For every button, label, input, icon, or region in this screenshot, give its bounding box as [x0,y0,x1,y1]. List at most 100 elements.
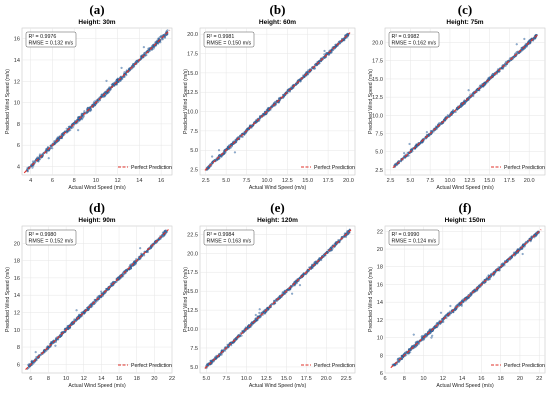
y-axis-label: Predicted Wind Speed (m/s) [368,69,374,134]
subplot-b: (b) Height: 60m 2.5 5.0 7.5 10.0 12.5 15.0 17.5 2… [183,2,356,191]
scatter-point [510,256,513,259]
scatter-point [93,299,96,302]
y-tick-label: 4 [17,164,20,170]
y-tick-label: 20.0 [187,32,198,38]
scatter-point [100,94,103,97]
x-tick-label: 12 [115,178,121,184]
scatter-point [89,108,92,111]
plot-title: Height: 75m [446,19,483,26]
scatter-point [125,74,128,77]
scatter-point [339,41,342,44]
scatter-point [291,292,294,295]
scatter-point [135,60,138,63]
scatter-point [101,294,104,297]
scatter-point [82,312,85,315]
subplot-a: (a) Height: 30m 4 6 8 10 12 14 16 4 6 8 10 12 14 16 Actu… [5,2,173,191]
scatter-point [472,94,475,97]
x-tick-label: 12 [81,376,87,382]
scatter-point [480,85,483,88]
panel-label: (c) [458,2,472,17]
scatter-point [523,37,526,40]
scatter-point [440,311,443,314]
scatter-point [444,314,447,317]
y-tick-label: 2.5 [375,168,383,174]
y-axis-label: Predicted Wind Speed (m/s) [368,267,374,332]
scatter-point [211,155,214,158]
scatter-point [33,160,36,163]
scatter-point [163,33,166,36]
scatter-point [408,348,411,351]
scatter-point [464,100,467,103]
y-tick-label: 12 [377,318,383,324]
x-axis-label: Actual Wind Speed (m/s) [249,185,307,191]
x-tick-label: 12.5 [464,178,475,184]
rmse-value: RMSE = 0.162 m/s [392,40,437,46]
scatter-point [298,284,301,287]
y-tick-label: 8 [380,353,383,359]
x-tick-label: 16 [116,376,122,382]
y-tick-label: 2.5 [190,168,198,174]
subplot-f: (f) Height: 150m 6 8 10 12 14 16 18 20 22 6 8 10 12 14 1… [368,200,546,389]
plot-title: Height: 150m [445,217,486,224]
y-tick-label: 17.5 [187,52,198,58]
x-tick-label: 15.0 [484,178,495,184]
scatter-point [331,49,334,52]
scatter-point [159,41,162,44]
x-tick-label: 7.5 [426,178,434,184]
y-tick-label: 20.0 [187,251,198,257]
legend-label: Perfect Prediction [504,363,545,369]
scatter-point [487,76,490,79]
y-tick-label: 6 [380,371,383,377]
scatter-point [209,359,212,362]
plot-title: Height: 30m [78,19,115,26]
x-tick-label: 10 [420,376,426,382]
x-tick-label: 20.0 [321,376,332,382]
x-tick-label: 14 [136,178,142,184]
scatter-point [31,160,34,163]
y-axis-label: Predicted Wind Speed (m/s) [183,69,189,134]
r2-value: R² = 0.9976 [29,34,57,40]
x-tick-label: 8 [73,178,76,184]
subplot-e: (e) Height: 120m 5.0 7.5 10.0 12.5 15.0 17.5 20.… [183,200,356,389]
scatter-points [25,29,169,173]
x-tick-label: 6 [29,376,32,382]
scatter-point [77,117,80,120]
y-tick-label: 20 [14,241,20,247]
x-tick-label: 12 [440,376,446,382]
legend-label: Perfect Prediction [504,165,545,171]
x-tick-label: 20 [151,376,157,382]
y-tick-label: 7.5 [375,132,383,138]
x-tick-label: 16 [158,178,164,184]
scatter-point [258,311,261,314]
panel-label: (e) [270,200,284,215]
scatter-point [115,79,118,82]
stats-box-frame [25,31,77,48]
scatter-point [73,122,76,125]
x-tick-label: 8 [47,376,50,382]
y-tick-label: 10 [377,336,383,342]
y-tick-label: 10 [14,101,20,107]
subplot-d: (d) Height: 90m 6 8 10 12 14 16 18 20 22 6 8 10 12 14 16… [5,200,175,389]
y-tick-label: 16 [14,276,20,282]
scatter-point [521,252,524,255]
scatter-point [47,157,50,160]
y-tick-label: 5.0 [190,365,198,371]
scatter-point [31,166,34,169]
y-tick-label: 15.0 [187,71,198,77]
legend-label: Perfect Prediction [314,363,355,369]
x-tick-label: 10 [63,376,69,382]
scatter-point [313,67,316,70]
y-tick-label: 17.5 [372,59,383,65]
y-tick-label: 10.0 [187,110,198,116]
scatter-point [132,63,135,66]
legend: Perfect Prediction [118,165,172,171]
scatter-point [452,109,455,112]
rmse-value: RMSE = 0.150 m/s [207,40,252,46]
y-tick-label: 12 [14,79,20,85]
scatter-point [453,309,456,312]
panel-label: (b) [270,2,286,17]
x-tick-label: 22 [169,376,175,382]
scatter-point [77,129,80,132]
